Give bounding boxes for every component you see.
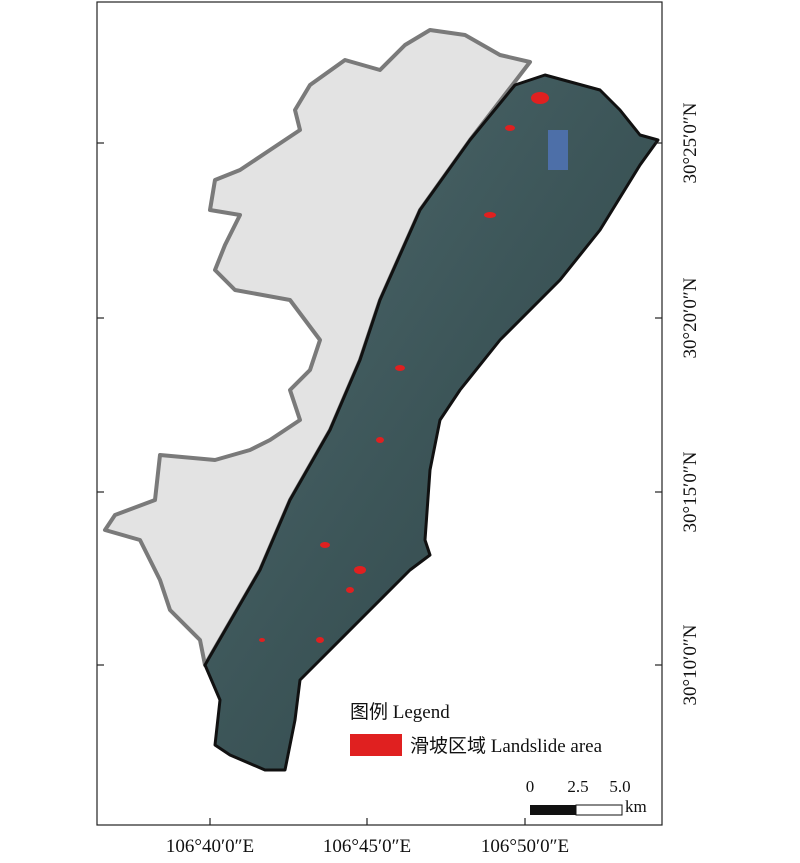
landslide — [376, 437, 384, 443]
lat-label: 30°10′0″N — [680, 624, 701, 705]
study-area — [203, 73, 660, 772]
scale-label: 0 — [526, 777, 535, 796]
lon-label: 106°50′0″E — [481, 836, 569, 857]
legend-swatch — [350, 734, 402, 756]
legend-label: 滑坡区域 Landslide area — [410, 735, 603, 757]
tick-marks — [97, 142, 662, 825]
scale-bar — [575, 804, 623, 816]
landslide — [316, 637, 324, 643]
lat-label: 30°20′0″N — [680, 277, 701, 358]
lat-label: 30°15′0″N — [680, 451, 701, 532]
lon-label: 106°45′0″E — [323, 836, 411, 857]
landslide — [484, 212, 496, 218]
scale-unit: km — [625, 797, 647, 816]
scale-bar — [530, 805, 576, 815]
landslides — [259, 92, 549, 643]
legend-title: 图例 Legend — [350, 701, 450, 723]
landslide — [395, 365, 405, 371]
scale-label: 5.0 — [609, 777, 630, 796]
landslide — [354, 566, 366, 574]
landslide — [346, 587, 354, 593]
landslide — [320, 542, 330, 548]
landslide — [531, 92, 549, 104]
water-body — [548, 130, 568, 170]
landslide — [505, 125, 515, 131]
lat-label: 30°25′0″N — [680, 102, 701, 183]
landslide — [259, 638, 265, 642]
scale-label: 2.5 — [567, 777, 588, 796]
lon-label: 106°40′0″E — [166, 836, 254, 857]
